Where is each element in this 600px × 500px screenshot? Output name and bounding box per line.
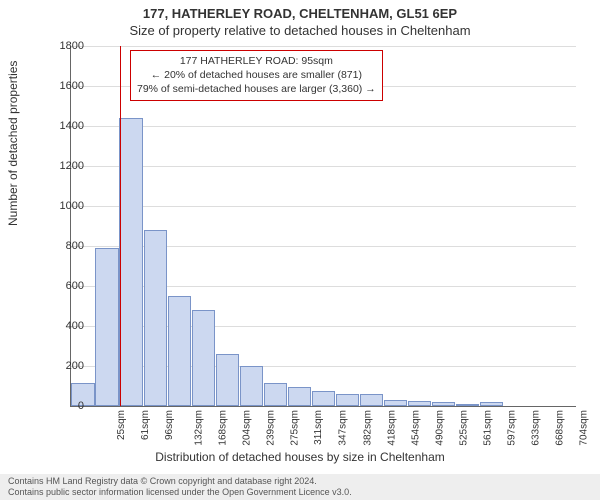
y-tick-label: 400 bbox=[34, 320, 84, 332]
x-tick-label: 382sqm bbox=[362, 410, 373, 446]
property-marker-line bbox=[120, 46, 121, 406]
annotation-box: 177 HATHERLEY ROAD: 95sqm ← 20% of detac… bbox=[130, 50, 383, 101]
x-tick-label: 525sqm bbox=[458, 410, 469, 446]
y-axis-label: Number of detached properties bbox=[6, 61, 20, 226]
x-tick-label: 96sqm bbox=[164, 410, 175, 440]
bar bbox=[240, 366, 263, 406]
bar bbox=[432, 402, 455, 406]
x-tick-label: 311sqm bbox=[313, 410, 324, 445]
x-tick-label: 239sqm bbox=[266, 410, 277, 446]
x-tick-label: 633sqm bbox=[530, 410, 541, 446]
x-tick-label: 490sqm bbox=[434, 410, 445, 446]
chart-container: 177, HATHERLEY ROAD, CHELTENHAM, GL51 6E… bbox=[0, 0, 600, 500]
bar bbox=[216, 354, 239, 406]
bar bbox=[456, 404, 479, 406]
x-tick-label: 204sqm bbox=[242, 410, 253, 446]
bar bbox=[192, 310, 215, 406]
x-tick-label: 561sqm bbox=[482, 410, 493, 446]
bar bbox=[480, 402, 503, 406]
x-tick-label: 275sqm bbox=[290, 410, 301, 446]
bar bbox=[384, 400, 407, 406]
bar bbox=[95, 248, 118, 406]
x-tick-label: 168sqm bbox=[218, 410, 229, 446]
bar bbox=[312, 391, 335, 406]
x-tick-label: 132sqm bbox=[194, 410, 205, 446]
bar bbox=[360, 394, 383, 406]
x-tick-label: 25sqm bbox=[116, 410, 127, 440]
bar bbox=[168, 296, 191, 406]
annotation-line-3: 79% of semi-detached houses are larger (… bbox=[137, 82, 376, 96]
x-tick-label: 597sqm bbox=[506, 410, 517, 446]
footer-line-1: Contains HM Land Registry data © Crown c… bbox=[8, 476, 592, 487]
bar bbox=[336, 394, 359, 406]
annotation-line-1: 177 HATHERLEY ROAD: 95sqm bbox=[137, 54, 376, 68]
x-tick-label: 704sqm bbox=[579, 410, 590, 446]
x-axis-label: Distribution of detached houses by size … bbox=[0, 450, 600, 464]
x-tick-label: 454sqm bbox=[410, 410, 421, 446]
footer-line-2: Contains public sector information licen… bbox=[8, 487, 592, 498]
bar bbox=[144, 230, 167, 406]
y-tick-label: 1800 bbox=[34, 40, 84, 52]
bar bbox=[119, 118, 142, 406]
chart-title-sub: Size of property relative to detached ho… bbox=[0, 21, 600, 42]
x-tick-label: 347sqm bbox=[338, 410, 349, 446]
x-tick-label: 668sqm bbox=[554, 410, 565, 446]
bar bbox=[288, 387, 311, 406]
y-tick-label: 600 bbox=[34, 280, 84, 292]
y-tick-label: 1600 bbox=[34, 80, 84, 92]
y-tick-label: 800 bbox=[34, 240, 84, 252]
y-tick-label: 1000 bbox=[34, 200, 84, 212]
y-tick-label: 1400 bbox=[34, 120, 84, 132]
x-tick-label: 61sqm bbox=[140, 410, 151, 440]
footer: Contains HM Land Registry data © Crown c… bbox=[0, 474, 600, 500]
y-tick-label: 200 bbox=[34, 360, 84, 372]
x-tick-label: 418sqm bbox=[386, 410, 397, 446]
chart-title-main: 177, HATHERLEY ROAD, CHELTENHAM, GL51 6E… bbox=[0, 0, 600, 21]
bar bbox=[408, 401, 431, 406]
y-tick-label: 0 bbox=[34, 400, 84, 412]
y-tick-label: 1200 bbox=[34, 160, 84, 172]
annotation-line-2: ← 20% of detached houses are smaller (87… bbox=[137, 68, 376, 82]
bar bbox=[264, 383, 287, 406]
